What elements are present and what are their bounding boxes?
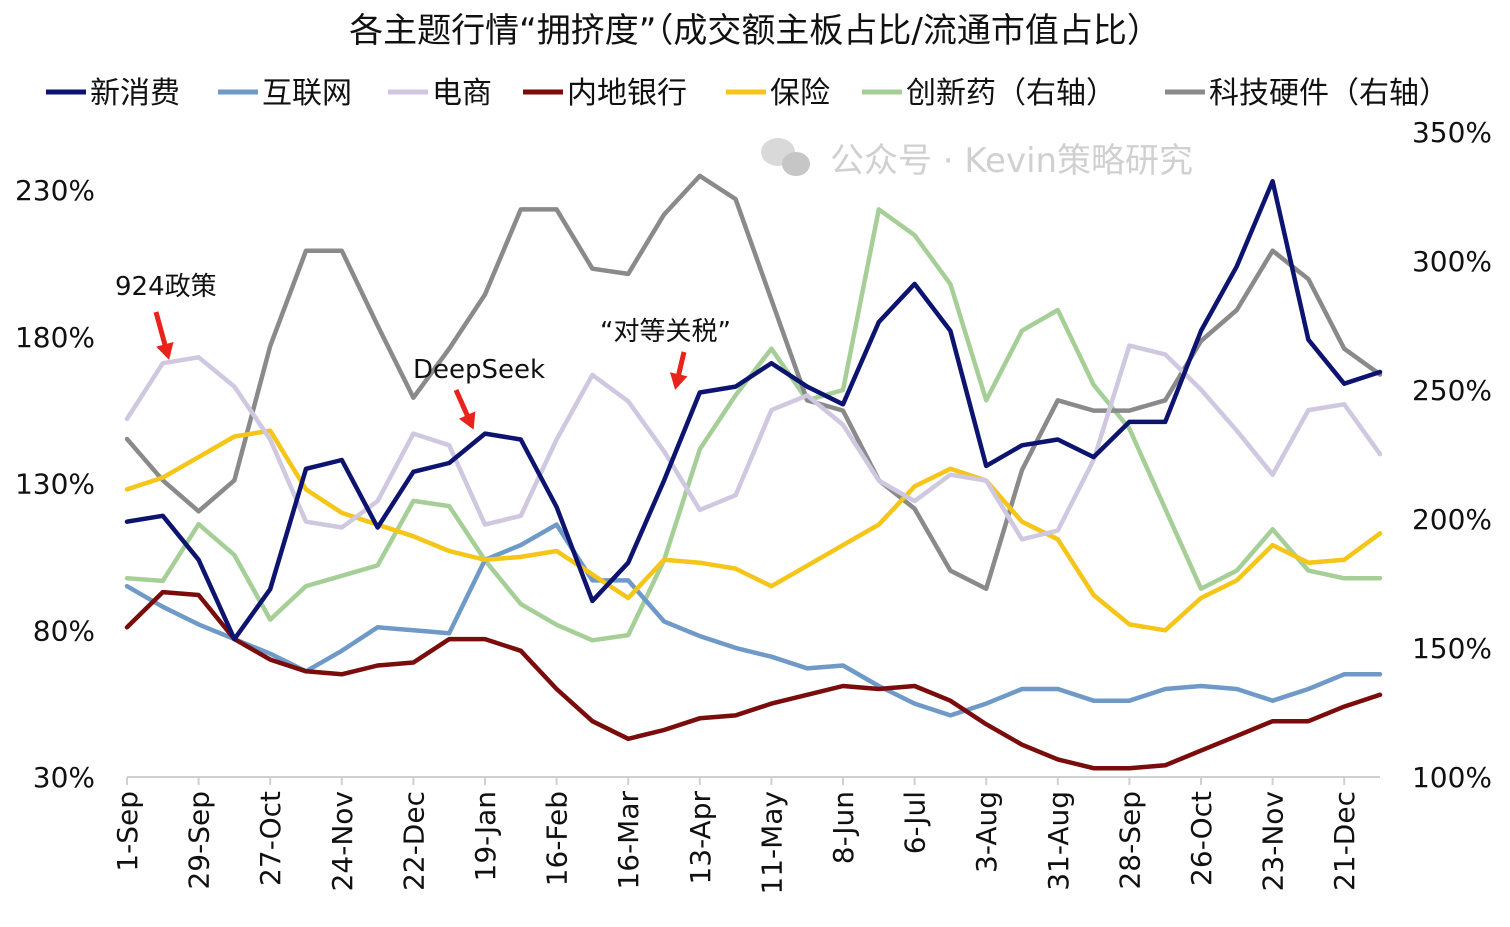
legend-item: 互联网 [218,76,352,111]
annotation-arrowhead-icon [458,411,476,430]
x-tick-label: 16-Mar [612,791,645,890]
watermark: 公众号 · Kevin策略研究 [761,138,1193,181]
legend-label: 创新药（右轴） [906,76,1116,111]
x-tick-label: 8-Jun [827,791,860,864]
legend-label: 保险 [770,76,830,111]
y-right-tick-label: 300% [1412,245,1492,278]
legend-item: 电商 [388,76,492,111]
legend-label: 电商 [432,76,492,111]
annotations: 924政策 DeepSeek “对等关税” [115,272,731,430]
series-line-5 [124,207,1383,643]
x-tick-label: 3-Aug [970,791,1003,873]
axes: 1-Sep 29-Sep 27-Oct 24-Nov 22-Dec 19-Jan 16-Fe… [15,116,1492,895]
y-right-tick-label: 350% [1412,116,1492,149]
y-right-tick-label: 100% [1412,761,1492,794]
legend: 新消费 互联网 电商 内地银行 保险 创新药（右轴） 科技硬件（右轴） [46,76,1449,111]
legend-item: 内地银行 [523,76,687,111]
series-line-0 [124,178,1383,642]
x-tick-label: 22-Dec [397,791,430,891]
series-line-6 [124,173,1383,591]
legend-item: 科技硬件（右轴） [1165,76,1449,111]
y-left-tick-label: 130% [15,468,95,501]
series-line-2 [124,343,1383,542]
legend-item: 新消费 [46,76,180,111]
x-tick-label: 11-May [755,791,788,895]
x-tick-label: 13-Apr [684,791,717,885]
x-tick-label: 26-Oct [1185,791,1218,886]
legend-label: 科技硬件（右轴） [1209,76,1449,111]
x-tick-label: 24-Nov [326,791,359,891]
x-tick-label: 23-Nov [1257,791,1290,891]
annotation-arrowhead-icon [156,342,174,360]
annotation-arrowhead-icon [669,372,688,390]
y-right-tick-label: 250% [1412,374,1492,407]
x-tick-label: 1-Sep [111,791,144,872]
y-right-tick-label: 150% [1412,632,1492,665]
annotation-label: 924政策 [115,272,217,302]
legend-label: 内地银行 [567,76,687,111]
x-tick-label: 28-Sep [1113,791,1146,890]
chart-title: 各主题行情“拥挤度”（成交额主板占比/流通市值占比） [349,11,1161,51]
x-tick-label: 19-Jan [469,791,502,881]
y-right-tick-label: 200% [1412,503,1492,536]
legend-item: 创新药（右轴） [862,76,1116,111]
legend-item: 保险 [726,76,830,111]
series-lines [124,173,1383,771]
series-line-1 [124,522,1383,718]
annotation-label: “对等关税” [600,317,731,347]
y-left-tick-label: 230% [15,174,95,207]
series-line-4 [124,428,1383,633]
y-left-tick-label: 180% [15,321,95,354]
legend-label: 新消费 [90,76,180,111]
x-tick-label: 31-Aug [1042,791,1075,891]
x-tick-label: 6-Jul [899,791,932,854]
y-left-tick-label: 30% [33,761,95,794]
y-left-tick-label: 80% [33,614,95,647]
watermark-text: 公众号 · Kevin策略研究 [830,141,1193,181]
series-line-3 [124,589,1383,771]
wechat-icon [761,138,810,176]
x-tick-label: 21-Dec [1328,791,1361,891]
legend-label: 互联网 [262,76,352,111]
annotation-label: DeepSeek [413,355,545,385]
x-tick-label: 27-Oct [254,791,287,886]
x-tick-label: 16-Feb [541,791,574,886]
x-tick-label: 29-Sep [183,791,216,890]
